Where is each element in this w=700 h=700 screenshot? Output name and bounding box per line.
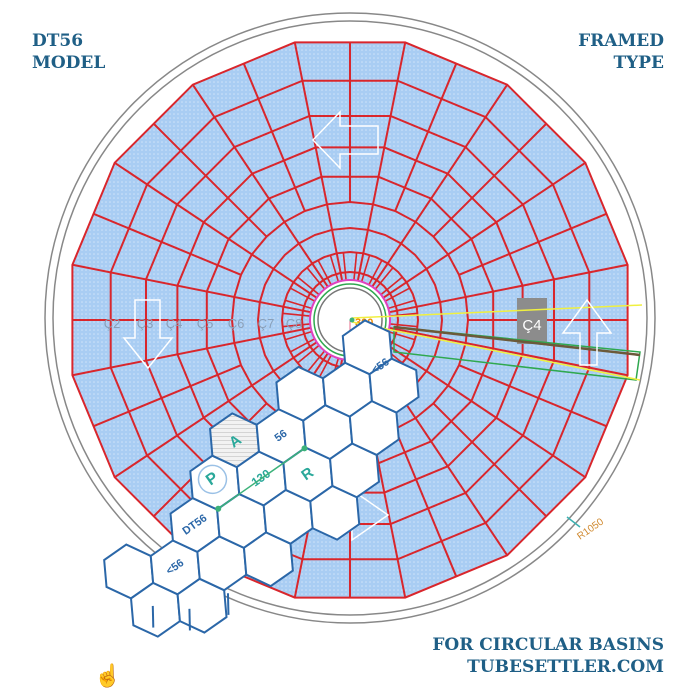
frame-radial: [394, 63, 458, 212]
hex-label-pitch: 56: [273, 428, 290, 445]
flow-arrow-icon: [561, 298, 613, 366]
sector-line: [351, 304, 643, 319]
highlight-label: Ç4: [522, 317, 541, 334]
frame-radial: [293, 42, 344, 281]
frame-radial: [394, 428, 458, 577]
section-beam: [393, 325, 641, 357]
frame-radial-short: [384, 287, 411, 302]
model-title: DT56 MODEL: [32, 30, 105, 74]
frame-radial-short: [296, 344, 320, 364]
frame-radial-short: [368, 259, 383, 286]
radius-leader: [566, 516, 581, 528]
type-name: FRAMED: [578, 31, 664, 51]
frame-radial-short: [289, 287, 316, 302]
frame-radial-short: [329, 254, 340, 282]
frame-radial-short: [289, 338, 316, 353]
footer-line-2: TUBESETTLER.COM: [467, 657, 664, 677]
frame-radial-short: [374, 266, 394, 290]
frame-radial-short: [296, 276, 320, 296]
frame-radial: [114, 341, 318, 479]
frame-radial-short: [284, 299, 312, 310]
frame-radial: [371, 84, 509, 288]
frame-radial: [191, 84, 329, 288]
frame-radial: [458, 212, 607, 276]
frame-radial-short: [284, 330, 312, 341]
section-strip: [393, 326, 641, 381]
frame-radial: [389, 263, 628, 314]
inner-wall: [52, 20, 648, 616]
frame-radial: [242, 63, 306, 212]
frame-radial-short: [388, 299, 416, 310]
frame-radial: [389, 326, 628, 377]
frame-radial: [93, 364, 242, 428]
frame-radial-short: [306, 350, 326, 374]
dimension-dot: [215, 505, 222, 512]
row-label: Ç3: [137, 316, 154, 331]
flow-arrow-icon: [122, 299, 174, 370]
model-name: DT56: [32, 31, 84, 51]
row-label: Ç2: [104, 316, 121, 331]
frame-radial: [458, 364, 607, 428]
footer-caption: FOR CIRCULAR BASINS TUBESETTLER.COM: [432, 634, 664, 678]
row-label: Ç5: [197, 316, 214, 331]
frame-radial: [72, 263, 311, 314]
frame-radial-short: [388, 330, 416, 341]
hex-leg: [188, 608, 191, 631]
frame-radial: [93, 212, 242, 276]
row-label: Ç4: [166, 316, 183, 331]
rotate-icon: [197, 464, 228, 495]
flow-arrow-icon: [311, 110, 379, 170]
radius-label: R1050: [575, 516, 606, 542]
frame-radial: [114, 161, 318, 299]
type-word: TYPE: [613, 53, 664, 73]
row-label: Ç7: [258, 316, 275, 331]
frame-radial-short: [389, 323, 418, 328]
row-label: Ç8: [286, 316, 303, 331]
frame-radial: [153, 123, 268, 238]
frame-radial-short: [282, 312, 311, 317]
length-dimension: [217, 447, 305, 510]
frame-radial: [356, 42, 407, 281]
type-title: FRAMED TYPE: [578, 30, 664, 74]
frame-radial: [72, 326, 311, 377]
frame-radial-short: [282, 323, 311, 328]
frame-radial-short: [360, 254, 371, 282]
center-point: [349, 317, 355, 323]
frame-radial: [382, 341, 586, 479]
hand-pointer-icon: ☝: [94, 664, 122, 689]
frame-radial: [432, 123, 547, 238]
dimension-dot: [301, 445, 308, 452]
highlight-cell: [517, 298, 547, 344]
frame-radial-short: [342, 252, 347, 281]
frame-radial-short: [306, 266, 326, 290]
hex-leg: [151, 605, 155, 628]
frame-radial-short: [317, 259, 332, 286]
hex-leg: [226, 593, 230, 615]
outer-wall: [44, 12, 656, 624]
hex-cell: [368, 357, 420, 414]
frame-radial-short: [353, 252, 358, 281]
row-label: Ç6: [228, 316, 245, 331]
footer-line-1: FOR CIRCULAR BASINS: [432, 635, 664, 655]
frame-radial: [432, 402, 547, 517]
model-word: MODEL: [32, 53, 106, 73]
sector-line: [351, 321, 641, 381]
frame-radial-short: [380, 276, 404, 296]
frame-radial: [382, 161, 586, 299]
